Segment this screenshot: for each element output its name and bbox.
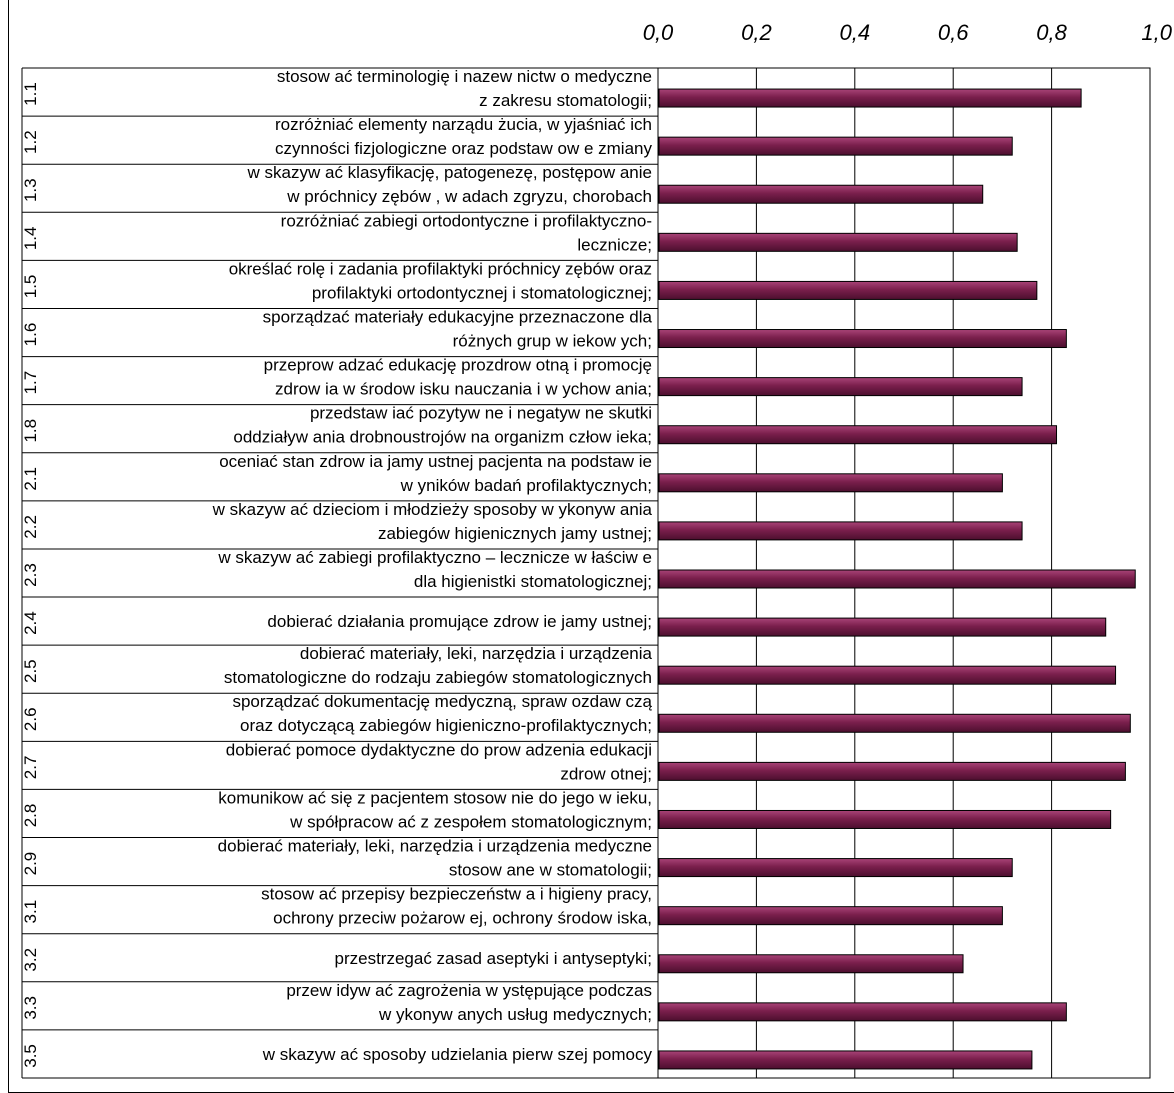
category-label: w skazyw ać dzieciom i młodzieży sposoby… <box>212 500 653 519</box>
category-code: 2.9 <box>21 852 40 876</box>
category-label: sporządzać dokumentację medyczną, spraw … <box>232 692 652 711</box>
category-label: czynności fizjologiczne oraz podstaw ow … <box>275 139 653 158</box>
category-code: 1.5 <box>21 275 40 299</box>
category-label: stomatologiczne do rodzaju zabiegów stom… <box>224 668 652 687</box>
category-label: przew idyw ać zagrożenia w ystępujące po… <box>286 981 652 1000</box>
bar <box>658 377 1023 397</box>
bars <box>658 88 1136 1070</box>
x-tick-label: 0,8 <box>1036 20 1067 45</box>
category-label: profilaktyki ortodontycznej i stomatolog… <box>312 283 652 302</box>
category-label: dobierać pomoce dydaktyczne do prow adze… <box>226 740 652 759</box>
category-code: 1.4 <box>21 227 40 251</box>
category-label: w spółpracow ać z zespołem stomatologicz… <box>289 812 652 831</box>
category-label: różnych grup w iekow ych; <box>453 331 652 350</box>
category-label: stosow ać przepisy bezpieczeństw a i hig… <box>261 885 652 904</box>
category-label: w yników badań profilaktycznych; <box>400 476 652 495</box>
category-code: 3.1 <box>21 900 40 924</box>
x-tick-label: 0,0 <box>643 20 674 45</box>
category-label: ochrony przeciw pożarow ej, ochrony środ… <box>273 909 652 928</box>
bar <box>658 858 1013 878</box>
bar <box>658 521 1023 541</box>
category-label: w skazyw ać klasyfikację, patogenezę, po… <box>247 163 652 182</box>
bar <box>658 329 1067 349</box>
category-code: 3.5 <box>21 1044 40 1068</box>
category-label: stosow ane w stomatologii; <box>449 861 652 880</box>
category-label: w skazyw ać zabiegi profilaktyczno – lec… <box>217 548 652 567</box>
bar <box>658 761 1126 781</box>
category-label: w próchnicy zębów , w adach zgryzu, chor… <box>286 187 652 206</box>
category-code: 2.1 <box>21 467 40 491</box>
bar <box>658 425 1058 445</box>
bar <box>658 1002 1067 1022</box>
category-code: 2.6 <box>21 707 40 731</box>
x-tick-label: 0,6 <box>938 20 969 45</box>
category-code: 2.3 <box>21 563 40 587</box>
bar <box>658 665 1117 685</box>
bar <box>658 473 1003 493</box>
category-label: zabiegów higienicznych jamy ustnej; <box>378 524 652 543</box>
category-code: 1.1 <box>21 82 40 106</box>
category-code: 2.8 <box>21 804 40 828</box>
category-label: komunikow ać się z pacjentem stosow nie … <box>218 788 652 807</box>
category-code: 1.6 <box>21 323 40 347</box>
category-label: dobierać działania promujące zdrow ie ja… <box>267 612 652 631</box>
category-label: oddziaływ ania drobnoustrojów na organiz… <box>233 428 652 447</box>
bar <box>658 954 964 974</box>
category-label: z zakresu stomatologii; <box>479 91 652 110</box>
category-label: przeprow adzać edukację prozdrow otną i … <box>264 356 652 375</box>
category-label: w ykonyw anych usług medycznych; <box>378 1005 652 1024</box>
category-code: 1.2 <box>21 130 40 154</box>
category-label: zdrow ia w środow isku nauczania i w ych… <box>275 380 652 399</box>
category-label: zdrow otnej; <box>560 764 652 783</box>
bar <box>658 184 984 204</box>
bar <box>658 617 1107 637</box>
plot-area <box>657 67 1151 1079</box>
x-axis-ticks: 0,0 0,2 0,4 0,6 0,8 1,0 <box>643 20 1173 45</box>
bar <box>658 232 1018 252</box>
bar <box>658 1050 1033 1070</box>
category-code: 2.2 <box>21 515 40 539</box>
bar <box>658 906 1003 926</box>
x-tick-label: 0,2 <box>741 20 772 45</box>
category-code: 2.4 <box>21 611 40 635</box>
category-code: 1.8 <box>21 419 40 443</box>
bar <box>658 713 1131 733</box>
category-label: przedstaw iać pozytyw ne i negatyw ne sk… <box>310 404 652 423</box>
category-label: w skazyw ać sposoby udzielania pierw sze… <box>262 1045 653 1064</box>
category-label: dobierać materiały, leki, narzędzia i ur… <box>218 837 652 856</box>
category-rows: 1.1 stosow ać terminologię i nazew nictw … <box>21 67 658 1079</box>
x-tick-label: 0,4 <box>840 20 871 45</box>
category-label: lecznicze; <box>577 235 652 254</box>
category-code: 2.7 <box>21 756 40 780</box>
bar <box>658 569 1136 589</box>
bar <box>658 136 1013 156</box>
category-label: dla higienistki stomatologicznej; <box>414 572 652 591</box>
category-label: rozróżniać zabiegi ortodontyczne i profi… <box>281 211 652 230</box>
category-label: oceniać stan zdrow ia jamy ustnej pacjen… <box>219 452 652 471</box>
category-code: 3.3 <box>21 996 40 1020</box>
category-label: stosow ać terminologię i nazew nictw o m… <box>277 67 652 86</box>
category-label: przestrzegać zasad aseptyki i antyseptyk… <box>335 949 652 968</box>
category-label: oraz dotyczącą zabiegów higieniczno-prof… <box>240 716 652 735</box>
category-label: dobierać materiały, leki, narzędzia i ur… <box>300 644 653 663</box>
category-label: określać rolę i zadania profilaktyki pró… <box>229 259 652 278</box>
bar <box>658 280 1038 300</box>
category-label: sporządzać materiały edukacyjne przeznac… <box>263 307 653 326</box>
bar <box>658 809 1112 829</box>
category-code: 1.7 <box>21 371 40 395</box>
category-code: 3.2 <box>21 948 40 972</box>
category-code: 1.3 <box>21 178 40 202</box>
category-code: 2.5 <box>21 659 40 683</box>
category-label: rozróżniać elementy narządu żucia, w yja… <box>275 115 652 134</box>
bar <box>658 88 1082 108</box>
x-tick-label: 1,0 <box>1141 20 1172 45</box>
